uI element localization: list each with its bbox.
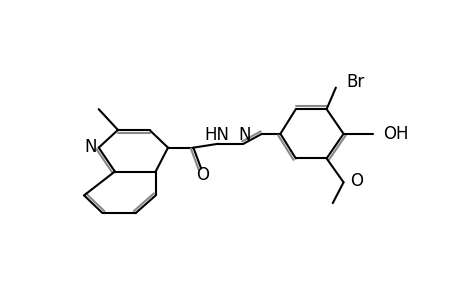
Text: HN: HN xyxy=(204,126,230,144)
Text: O: O xyxy=(350,172,363,190)
Text: N: N xyxy=(237,126,250,144)
Text: OH: OH xyxy=(383,125,408,143)
Text: N: N xyxy=(84,138,97,156)
Text: O: O xyxy=(196,167,209,184)
Text: Br: Br xyxy=(346,73,364,91)
